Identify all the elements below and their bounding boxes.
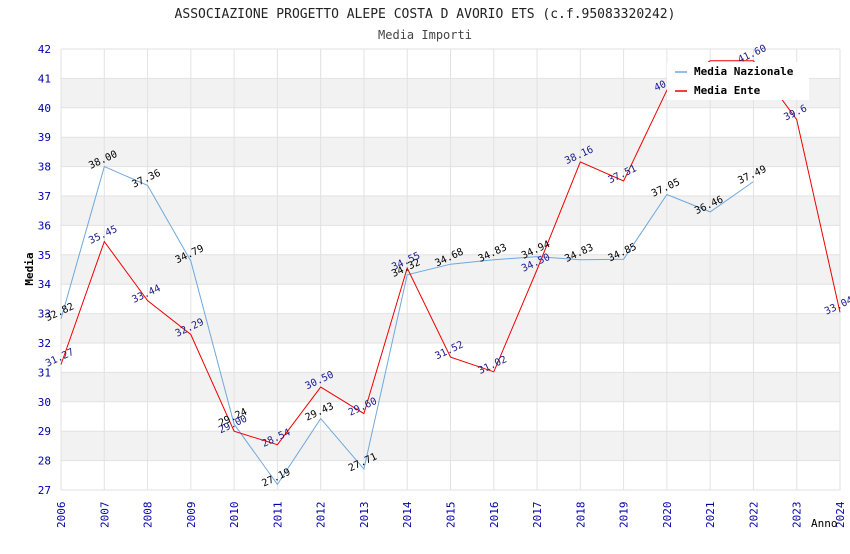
legend-label-media-ente: Media Ente	[694, 84, 761, 97]
y-tick-label: 37	[38, 190, 51, 203]
y-tick-label: 31	[38, 366, 51, 379]
data-label: 37.36	[131, 168, 163, 191]
series-line-media-ente	[60, 60, 841, 446]
x-tick-label: 2019	[618, 502, 631, 529]
y-tick-label: 41	[38, 72, 51, 85]
x-tick-label: 2009	[185, 502, 198, 529]
series-line-media-nazionale	[60, 165, 754, 486]
x-tick-label: 2014	[401, 501, 414, 528]
legend: Media Nazionale Media Ente	[667, 62, 809, 100]
x-tick-label: 2013	[358, 502, 371, 529]
legend-label-media-nazionale: Media Nazionale	[694, 65, 794, 78]
x-tick-label: 2016	[488, 502, 501, 529]
y-tick-label: 28	[38, 455, 51, 468]
y-tick-label: 35	[38, 249, 51, 262]
y-tick-label: 38	[38, 161, 51, 174]
y-tick-label: 36	[38, 219, 51, 232]
x-tick-label: 2023	[791, 502, 804, 529]
chart-subtitle: Media Importi	[378, 28, 472, 42]
y-tick-label: 42	[38, 43, 51, 56]
series-lines	[60, 60, 841, 486]
x-tick-label: 2021	[704, 502, 717, 529]
x-tick-label: 2010	[228, 502, 241, 529]
data-label: 37.49	[736, 164, 768, 187]
chart-title: ASSOCIAZIONE PROGETTO ALEPE COSTA D AVOR…	[175, 7, 676, 22]
y-tick-label: 29	[38, 425, 51, 438]
data-label: 27.19	[260, 467, 292, 490]
y-tick-label: 33	[38, 308, 51, 321]
x-tick-label: 2012	[315, 502, 328, 529]
x-tick-label: 2024	[834, 501, 847, 528]
y-axis-label: Media	[23, 252, 36, 285]
x-tick-labels: 2006 2007 2008 2009 2010 2011 2012 2013 2014 2015…	[55, 501, 847, 528]
x-tick-label: 2018	[574, 502, 587, 529]
y-tick-label: 32	[38, 337, 51, 350]
x-tick-label: 2011	[271, 502, 284, 529]
x-tick-label: 2015	[445, 502, 458, 529]
y-tick-labels: 27 28 29 30 31 32 33 34 35 36 37 38 39 40 41 42	[38, 43, 52, 497]
legend-box	[667, 62, 809, 100]
x-tick-label: 2008	[142, 502, 155, 529]
data-label: 33.44	[131, 283, 163, 306]
data-label: 31.27	[44, 347, 76, 370]
y-tick-label: 30	[38, 396, 51, 409]
x-tick-label: 2007	[98, 502, 111, 529]
grid-lines	[60, 48, 841, 491]
y-tick-label: 27	[38, 484, 51, 497]
y-tick-label: 40	[38, 102, 51, 115]
x-tick-label: 2017	[531, 502, 544, 529]
x-tick-label: 2006	[55, 502, 68, 529]
x-tick-label: 2022	[747, 502, 760, 529]
x-axis-label: Anno	[811, 517, 838, 530]
y-tick-label: 34	[38, 278, 52, 291]
x-tick-label: 2020	[661, 502, 674, 529]
y-tick-label: 39	[38, 131, 51, 144]
